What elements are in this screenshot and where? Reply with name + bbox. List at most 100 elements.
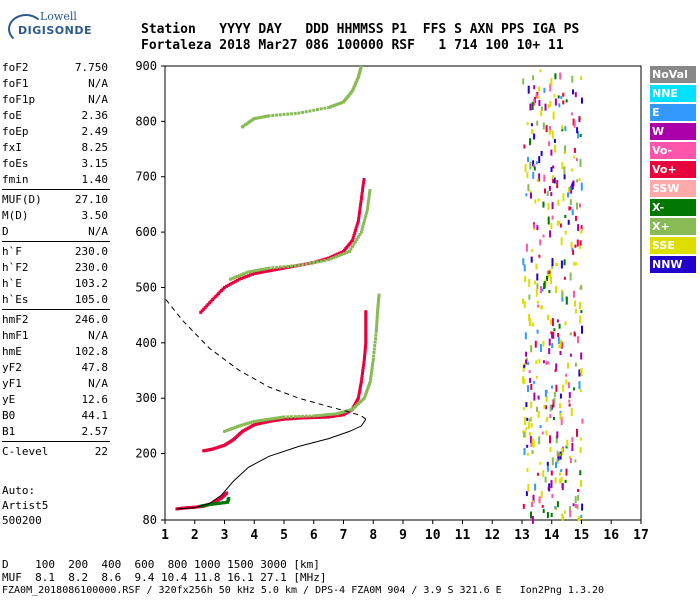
trace-point bbox=[208, 301, 212, 305]
noise-dot bbox=[567, 219, 570, 225]
trace-point bbox=[200, 309, 204, 313]
trace-point bbox=[362, 363, 366, 367]
noise-dot bbox=[569, 332, 572, 336]
trace-point bbox=[332, 256, 336, 260]
noise-dot bbox=[563, 151, 566, 154]
noise-dot bbox=[540, 491, 543, 499]
noise-dot bbox=[544, 188, 546, 194]
trace-point bbox=[275, 265, 279, 269]
noise-dot bbox=[550, 167, 553, 172]
trace-point bbox=[280, 266, 284, 270]
noise-dot bbox=[542, 360, 545, 364]
noise-dot bbox=[552, 111, 555, 120]
noise-dot bbox=[541, 288, 544, 292]
trace-point bbox=[364, 318, 368, 322]
noise-dot bbox=[527, 483, 530, 492]
noise-dot bbox=[529, 138, 532, 146]
trace-point bbox=[377, 293, 381, 297]
noise-dot bbox=[538, 100, 541, 106]
noise-dot bbox=[532, 494, 535, 503]
trace-point bbox=[375, 316, 379, 320]
noise-dot bbox=[551, 265, 554, 269]
trace-point bbox=[280, 418, 284, 421]
param-value: 8.25 bbox=[81, 141, 109, 154]
trace-point bbox=[363, 216, 367, 220]
trace-point bbox=[289, 112, 293, 116]
trace-point bbox=[310, 261, 314, 265]
trace-point bbox=[361, 189, 364, 193]
noise-dot bbox=[577, 516, 580, 522]
noise-dot bbox=[555, 462, 557, 468]
noise-dot bbox=[533, 166, 536, 171]
trace-point bbox=[325, 415, 329, 419]
trace-point bbox=[360, 194, 364, 198]
param-value: 230.0 bbox=[74, 245, 108, 258]
trace-point bbox=[323, 415, 327, 419]
trace-point bbox=[259, 268, 263, 271]
trace-point bbox=[376, 310, 379, 314]
trace-point bbox=[365, 208, 369, 212]
trace-point bbox=[363, 347, 367, 351]
auto-label: Auto: bbox=[2, 484, 36, 497]
trace-point bbox=[369, 377, 373, 381]
noise-dot bbox=[533, 392, 536, 401]
trace-point bbox=[372, 347, 376, 351]
trace-point bbox=[260, 421, 264, 425]
noise-dot bbox=[527, 184, 530, 192]
noise-dot bbox=[546, 417, 549, 423]
trace-point bbox=[276, 418, 280, 422]
y-tick-label: 700 bbox=[135, 170, 157, 184]
trace-point bbox=[304, 110, 308, 114]
footer-file-info: FZA0M_2018086100000.RSF / 320fx256h 50 k… bbox=[2, 585, 605, 596]
noise-dot bbox=[543, 281, 546, 289]
noise-dot bbox=[580, 352, 583, 360]
trace-point bbox=[304, 262, 308, 266]
trace-point bbox=[233, 275, 237, 279]
noise-dot bbox=[553, 417, 555, 420]
noise-dot bbox=[566, 439, 569, 447]
noise-dot bbox=[548, 141, 551, 147]
trace-point bbox=[276, 416, 280, 420]
noise-dot bbox=[536, 120, 539, 126]
noise-dot bbox=[532, 171, 535, 179]
noise-dot bbox=[525, 402, 528, 408]
noise-dot bbox=[568, 403, 571, 407]
noise-dot bbox=[561, 448, 564, 456]
trace-point bbox=[312, 414, 316, 418]
trace-point bbox=[356, 396, 360, 400]
noise-dot bbox=[528, 319, 531, 326]
noise-dot bbox=[556, 501, 559, 508]
noise-dot bbox=[527, 422, 530, 429]
noise-dot bbox=[555, 363, 558, 371]
trace-point bbox=[362, 357, 366, 361]
noise-dot bbox=[574, 362, 577, 367]
noise-dot bbox=[577, 489, 580, 492]
noise-dot bbox=[552, 331, 555, 339]
param-value: 44.1 bbox=[81, 409, 109, 422]
noise-dot bbox=[549, 230, 552, 238]
noise-dot bbox=[569, 506, 572, 512]
noise-dot bbox=[532, 160, 535, 167]
trace-point bbox=[284, 417, 288, 421]
trace-point bbox=[249, 273, 252, 277]
noise-dot bbox=[538, 359, 541, 364]
trace-point bbox=[364, 333, 368, 336]
param-label: h`E bbox=[2, 277, 22, 290]
noise-dot bbox=[540, 110, 543, 117]
legend-item-e: E bbox=[650, 104, 696, 121]
trace-point bbox=[209, 299, 213, 303]
trace-point bbox=[361, 183, 365, 187]
autoscaling-info: Auto: Artist5 500200 bbox=[2, 483, 48, 528]
noise-dot bbox=[579, 134, 582, 137]
trace-point bbox=[355, 224, 359, 228]
noise-dot bbox=[536, 406, 538, 412]
trace-point bbox=[308, 414, 312, 418]
trace-point bbox=[297, 263, 301, 267]
x-tick-label: 1 bbox=[161, 528, 169, 543]
logo-text-bottom: DIGISONDE bbox=[18, 24, 92, 37]
lowell-digisonde-logo: Lowell DIGISONDE bbox=[6, 10, 91, 46]
trace-point bbox=[254, 116, 258, 120]
header-values: Fortaleza 2018 Mar27 086 100000 RSF 1 71… bbox=[141, 38, 564, 53]
trace-point bbox=[358, 205, 362, 209]
logo-arc-icon bbox=[8, 14, 44, 44]
